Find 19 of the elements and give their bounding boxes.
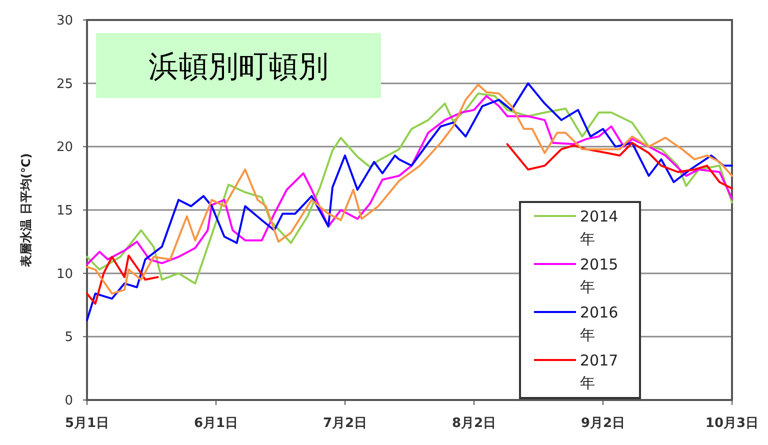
- legend-label: 2017年: [580, 351, 618, 392]
- y-tick-label: 10: [56, 266, 73, 282]
- x-tick-label: 7月2日: [322, 416, 368, 431]
- x-tick-label: 5月1日: [64, 416, 110, 431]
- y-tick-label: 5: [64, 330, 73, 346]
- legend-label: 2016年: [580, 303, 618, 344]
- y-tick-label: 20: [56, 140, 73, 156]
- y-tick-label: 25: [56, 76, 73, 92]
- legend-label: 2015年: [580, 255, 618, 296]
- y-tick-label: 15: [56, 204, 73, 219]
- text: 浜頓別町頓別: [148, 50, 328, 84]
- legend-label: 2014年: [580, 207, 618, 248]
- x-tick-label: 10月3日: [705, 416, 759, 431]
- y-axis-title: 表層水温 日平均(℃): [19, 153, 33, 268]
- y-tick-label: 0: [64, 394, 73, 409]
- x-tick-label: 8月2日: [452, 416, 496, 431]
- x-tick-label: 9月2日: [580, 416, 626, 431]
- y-tick-label: 30: [56, 14, 73, 29]
- x-tick-label: 6月1日: [194, 416, 238, 431]
